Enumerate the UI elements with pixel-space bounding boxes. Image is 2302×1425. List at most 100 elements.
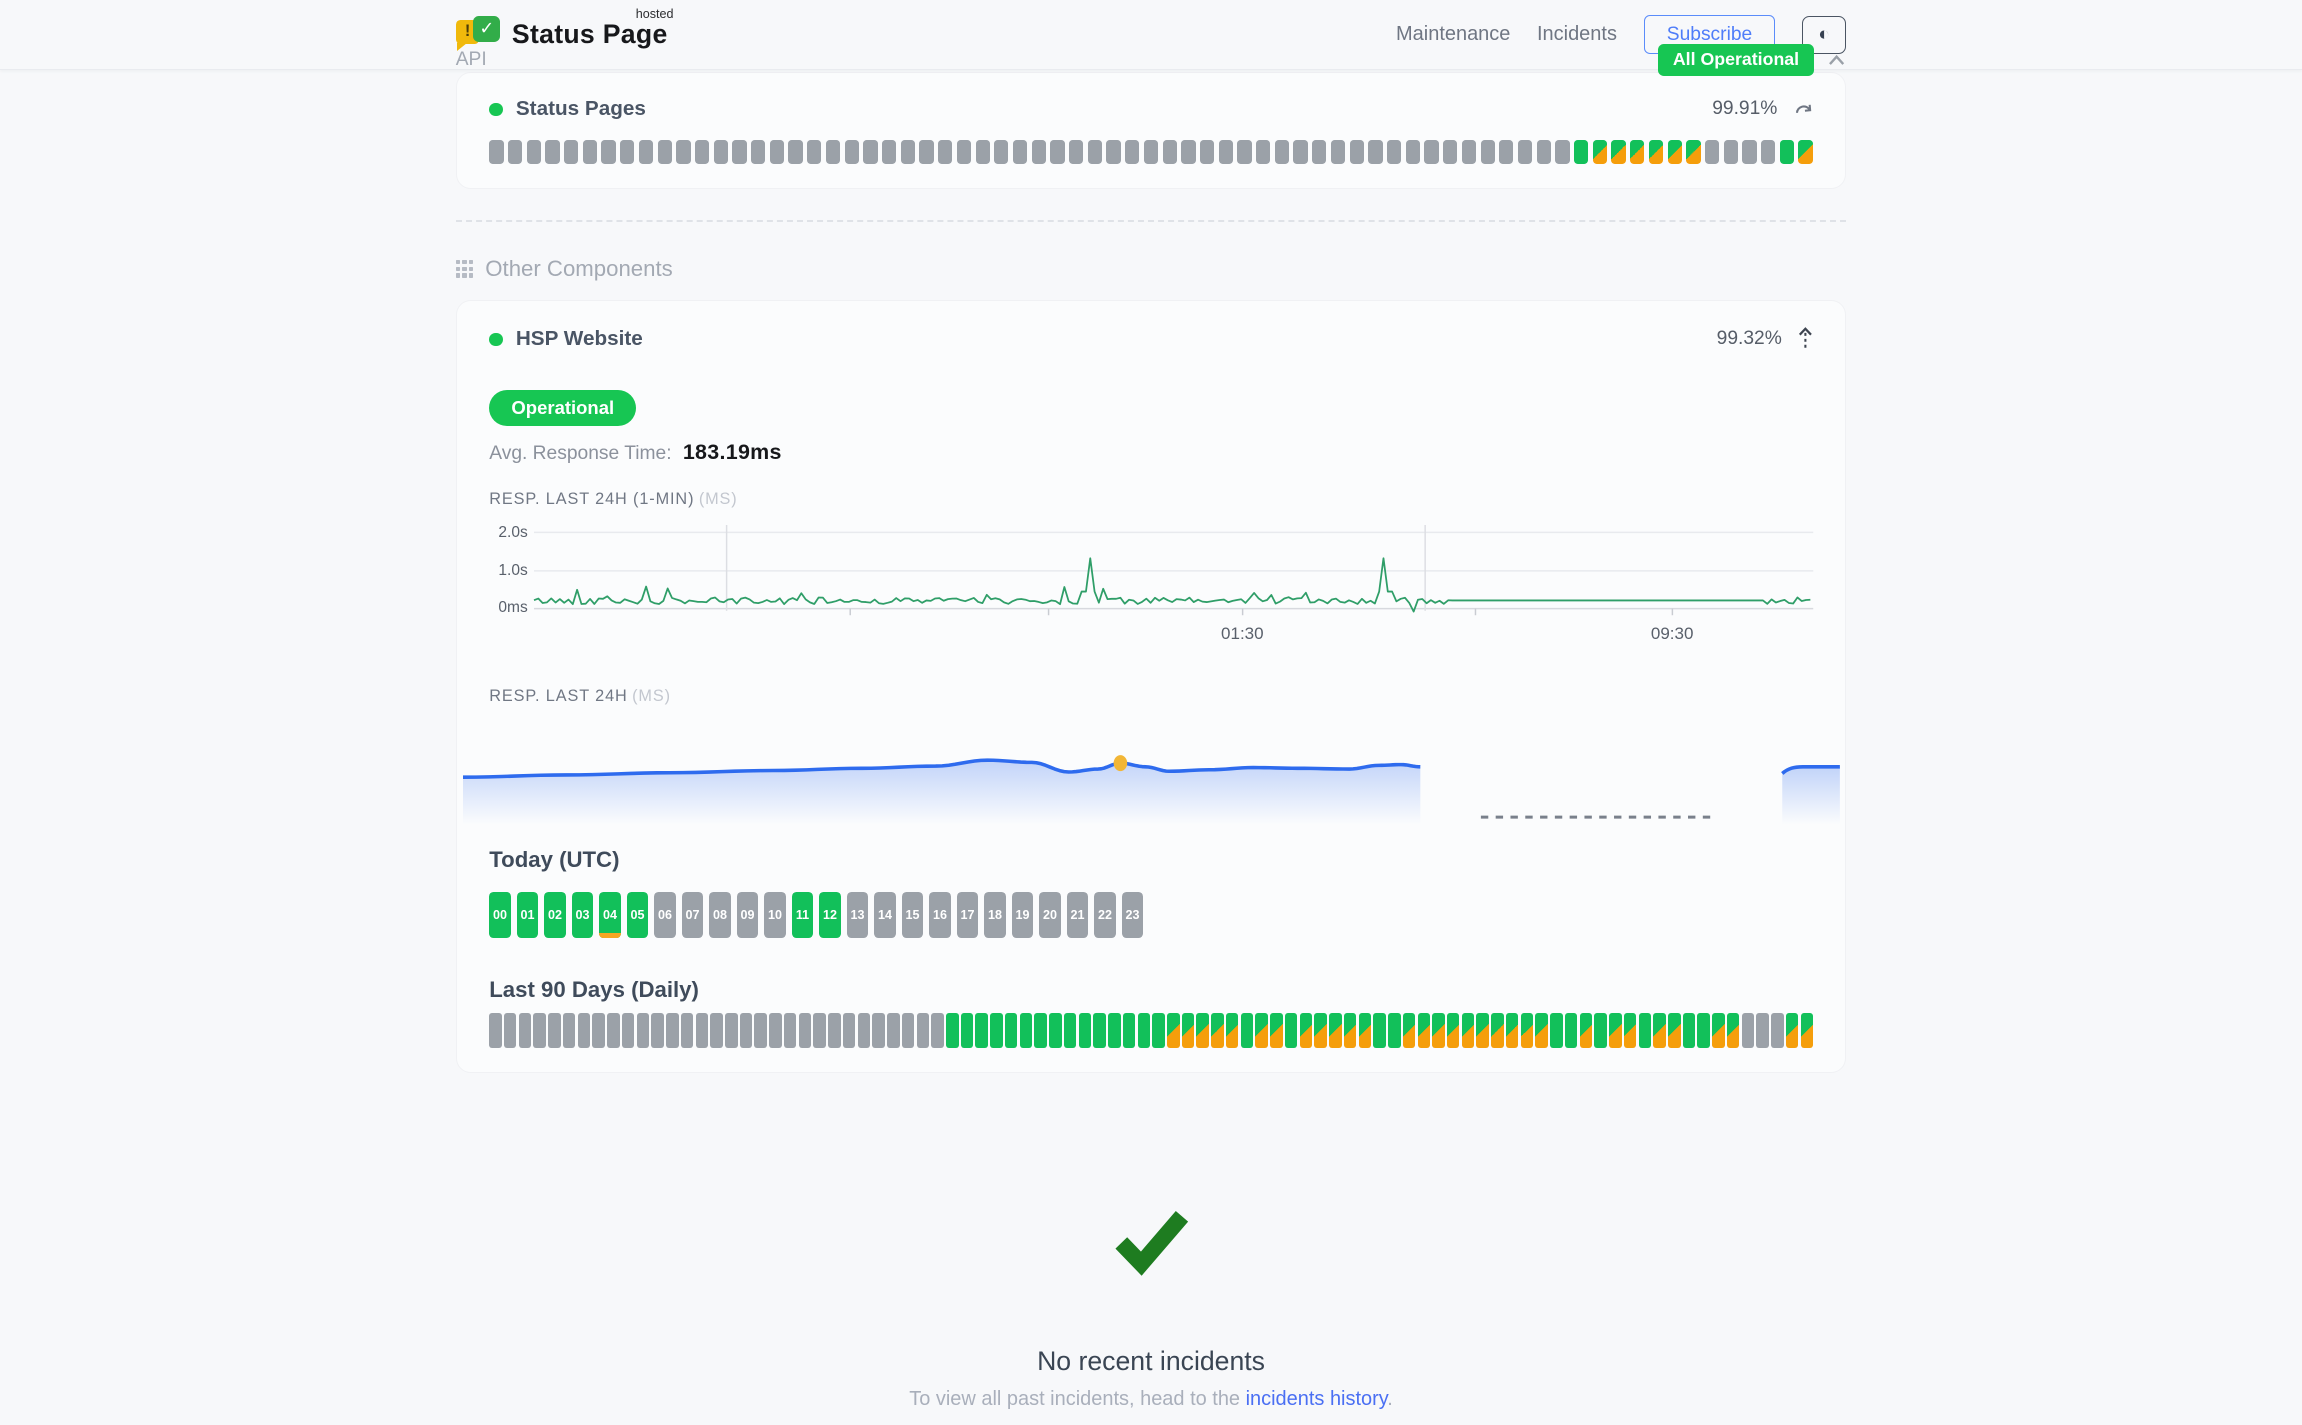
day-cell [1432,1012,1445,1049]
uptime-bar [1031,140,1046,165]
hour-cell: 16 [929,892,951,939]
brand-superscript: hosted [635,7,674,22]
day-cell [1653,1012,1666,1049]
uptime-bar [713,140,728,165]
hour-cell: 04 [599,892,621,939]
hour-cell: 05 [626,892,649,939]
section-divider [455,219,1847,223]
uptime-bar [938,140,953,165]
uptime-bar [1424,140,1439,165]
uptime-bar [1480,140,1495,165]
uptime-bar [582,140,598,165]
collapse-section-button[interactable] [1827,53,1846,68]
refresh-button[interactable] [1794,101,1813,117]
day-cell [872,1012,885,1049]
uptime-bar [657,140,672,165]
day-cell [1049,1012,1062,1049]
uptime-bar [1012,140,1028,165]
day-cell [931,1012,944,1049]
chart2-label: RESP. LAST 24H (MS) [489,687,671,706]
day-cell [1167,1012,1180,1049]
day-cell [1284,1012,1298,1049]
hour-cell: 13 [846,892,869,939]
hour-grid: 00 01 02 03 04 05 06 07 08 09 10 11 12 13 14 15 16 17 18 19… [489,892,1813,939]
api-section-title: API [455,48,487,70]
uptime-bar [956,140,972,165]
expand-details-button[interactable] [1798,327,1813,351]
uptime-bar [1798,140,1813,165]
uptime-bar [1630,140,1645,165]
uptime-bar [620,140,635,165]
no-incidents-title: No recent incidents [1037,1346,1265,1377]
day-cell [621,1012,635,1049]
day-cell [901,1012,915,1049]
hour-cell: 11 [791,892,814,939]
status-dot [489,332,503,346]
other-components-title: Other Components [485,255,673,281]
day-cell [1800,1012,1814,1049]
day-cell [1211,1012,1224,1049]
day-cell [946,1012,959,1049]
day-cell [1358,1012,1372,1049]
day-cell [695,1012,709,1049]
day-cell [724,1012,738,1049]
day-cell [1019,1012,1033,1049]
day-cell [1152,1012,1165,1049]
uptime-bar [1461,140,1477,165]
operational-badge: Operational [489,389,637,427]
day-cell [1756,1012,1769,1049]
day-cell [975,1012,988,1049]
incidents-subtext: To view all past incidents, head to the … [909,1387,1393,1410]
day-cell [1726,1012,1740,1049]
day-cell [1034,1012,1047,1049]
main-nav: Maintenance Incidents Subscribe ◐ [1396,15,1847,55]
hour-cell: 21 [1066,892,1089,939]
nav-maintenance[interactable]: Maintenance [1396,23,1511,46]
uptime-bar [919,140,934,165]
day-cell [666,1012,679,1049]
day-cell [651,1012,664,1049]
uptime-bar [1667,140,1682,165]
chevron-up-icon [1829,54,1845,65]
uptime-bar [1256,140,1271,165]
uptime-bar [1143,140,1159,165]
uptime-bar [994,140,1009,165]
day-cell [1137,1012,1151,1049]
uptime-bar [1199,140,1215,165]
hour-cell: 14 [874,892,896,939]
day-cell [1108,1012,1121,1049]
overall-status-badge: All Operational [1658,44,1814,76]
day-cell [1623,1012,1637,1049]
component-name: Status Pages [515,97,646,121]
uptime-bar [844,140,859,165]
day-cell [1255,1012,1268,1049]
uptime-bar [1517,140,1533,165]
nav-incidents[interactable]: Incidents [1537,23,1617,46]
day-cell [990,1012,1003,1049]
day-cell [562,1012,576,1049]
hour-cell: 09 [736,892,759,939]
uptime-bar [564,140,579,165]
uptime-bar [1443,140,1458,165]
day-cell [1697,1012,1710,1049]
avg-response-value: 183.19ms [682,439,782,464]
day-cell [1402,1012,1416,1049]
theme-toggle-button[interactable]: ◐ [1802,15,1847,54]
uptime-bar [1686,140,1701,165]
day-cell [798,1012,812,1049]
uptime-bar [975,140,990,165]
arrow-up-dashed-icon [1799,327,1812,350]
day-cell [636,1012,650,1049]
degraded-marker [599,932,621,939]
last90-title: Last 90 Days (Daily) [489,976,699,1002]
uptime-bar [638,140,654,165]
uptime-bar [1405,140,1420,165]
day-cell [1240,1012,1254,1049]
today-title: Today (UTC) [489,846,620,872]
highlighted-sample-marker [1113,755,1127,772]
uptime-bar [900,140,915,165]
uptime-bar [788,140,803,165]
day-cell [1417,1012,1431,1049]
incidents-history-link[interactable]: incidents history [1245,1387,1388,1410]
